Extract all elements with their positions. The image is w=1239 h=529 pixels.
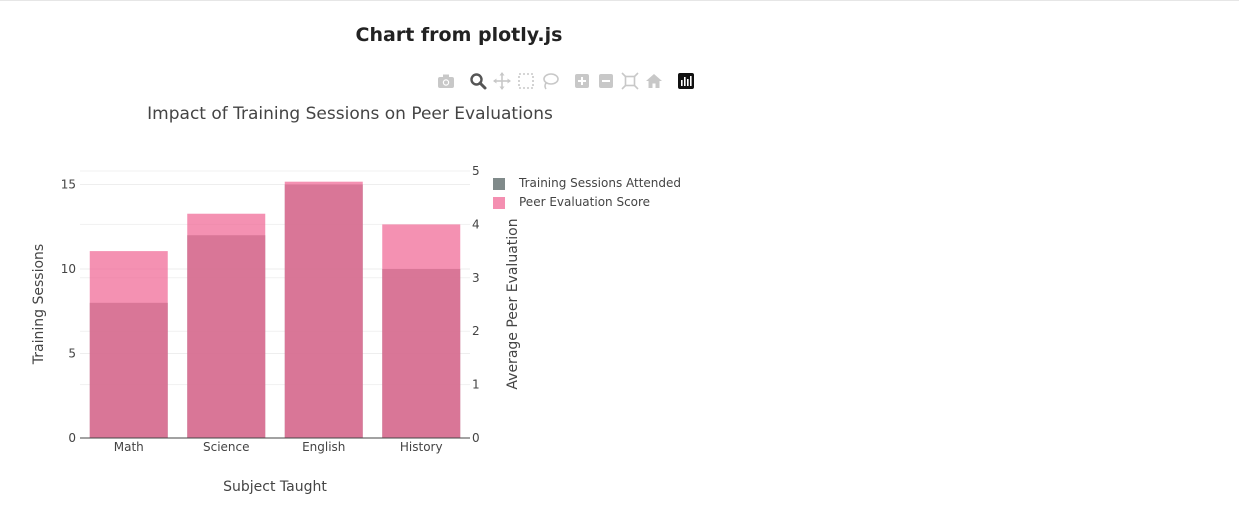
legend-swatch-peer-evaluation xyxy=(493,197,505,209)
legend-swatch-training xyxy=(493,178,505,190)
x-tick-label: History xyxy=(400,440,443,454)
y2-tick-label: 3 xyxy=(472,271,480,285)
y2-tick-label: 4 xyxy=(472,217,480,231)
zoom-out-icon[interactable] xyxy=(596,71,616,91)
bar-peer-evaluation-english[interactable] xyxy=(284,181,363,438)
autoscale-icon[interactable] xyxy=(620,71,640,91)
lasso-icon[interactable] xyxy=(540,71,560,91)
y-tick-label: 0 xyxy=(68,431,76,445)
x-axis-label: Subject Taught xyxy=(223,479,327,495)
legend-label-training: Training Sessions Attended xyxy=(519,176,682,190)
zoom-in-icon[interactable] xyxy=(572,71,592,91)
y2-tick-label: 2 xyxy=(472,324,480,338)
bar-peer-evaluation-math[interactable] xyxy=(89,251,168,438)
y-tick-label: 10 xyxy=(61,262,76,276)
pan-icon[interactable] xyxy=(492,71,512,91)
y2-axis-ticks: 0 1 2 3 4 5 xyxy=(472,164,480,445)
x-tick-label: English xyxy=(302,440,345,454)
plot-area: Impact of Training Sessions on Peer Eval… xyxy=(0,95,720,524)
y2-tick-label: 0 xyxy=(472,431,480,445)
y-axis-ticks: 0 5 10 15 xyxy=(61,178,76,445)
box-select-icon[interactable] xyxy=(516,71,536,91)
bars xyxy=(89,181,461,438)
top-border xyxy=(0,0,1239,1)
chart-svg: Impact of Training Sessions on Peer Eval… xyxy=(31,104,553,495)
y2-tick-label: 5 xyxy=(472,164,480,178)
legend-label-peer-evaluation: Peer Evaluation Score xyxy=(519,195,651,209)
plotly-logo-icon[interactable] xyxy=(676,71,696,91)
y-tick-label: 5 xyxy=(68,347,76,361)
bar-peer-evaluation-history[interactable] xyxy=(382,224,461,438)
x-tick-label: Math xyxy=(114,440,144,454)
y-axis-label: Training Sessions xyxy=(31,244,47,365)
camera-icon[interactable] xyxy=(436,71,456,91)
zoom-icon[interactable] xyxy=(468,71,488,91)
y-tick-label: 15 xyxy=(61,178,76,192)
y2-axis-label: Average Peer Evaluation xyxy=(505,218,521,389)
bar-peer-evaluation-science[interactable] xyxy=(187,213,266,438)
reset-axes-icon[interactable] xyxy=(644,71,664,91)
chart-title: Impact of Training Sessions on Peer Eval… xyxy=(147,104,553,124)
x-axis-ticks: Math Science English History xyxy=(114,440,443,454)
y2-tick-label: 1 xyxy=(472,378,480,392)
x-tick-label: Science xyxy=(203,440,250,454)
page-title: Chart from plotly.js xyxy=(355,24,563,46)
